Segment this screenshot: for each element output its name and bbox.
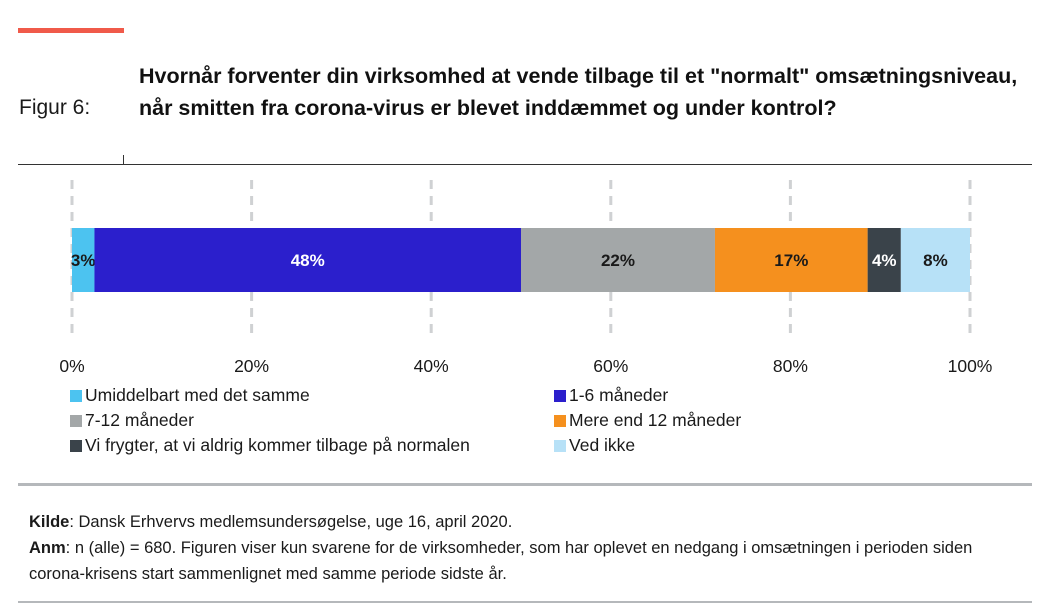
- legend-item: 7-12 måneder: [70, 410, 194, 431]
- legend-item: Umiddelbart med det samme: [70, 385, 310, 406]
- anm-note: Anm: n (alle) = 680. Figuren viser kun s…: [29, 535, 1029, 587]
- middle-divider: [18, 483, 1032, 486]
- bar-data-label: 4%: [872, 251, 897, 270]
- legend-item: Ved ikke: [554, 435, 635, 456]
- bar-segment: [714, 228, 868, 292]
- legend-label: Umiddelbart med det samme: [85, 385, 310, 405]
- legend-label: Ved ikke: [569, 435, 636, 455]
- legend-swatch: [70, 415, 82, 427]
- legend-item: Mere end 12 måneder: [554, 410, 741, 431]
- source-text: : Dansk Erhvervs medlemsundersøgelse, ug…: [69, 513, 513, 531]
- bar-data-label: 48%: [291, 251, 325, 270]
- bottom-divider: [18, 601, 1032, 603]
- figure-label: Figur 6:: [19, 96, 91, 119]
- x-tick-label: 100%: [948, 356, 993, 376]
- bar-data-label: 22%: [601, 251, 635, 270]
- anm-label: Anm: [29, 539, 66, 557]
- legend-swatch: [554, 440, 566, 452]
- bar-segment: [94, 228, 521, 292]
- legend-swatch: [554, 415, 566, 427]
- legend-item: Vi frygter, at vi aldrig kommer tilbage …: [70, 435, 470, 456]
- stacked-bar-chart: 3% 48% 22% 17% 4% 8% 0% 20% 40% 60% 80% 100%: [59, 180, 992, 376]
- legend-label: 1-6 måneder: [569, 385, 669, 405]
- bar-data-label: 17%: [774, 251, 808, 270]
- legend-label: Mere end 12 måneder: [569, 410, 742, 430]
- header-tick: [123, 155, 124, 165]
- bar-layer: 3% 48% 22% 17% 4% 8%: [71, 228, 970, 292]
- x-tick-label: 60%: [593, 356, 628, 376]
- bar-segment: [72, 228, 95, 292]
- legend-swatch: [554, 390, 566, 402]
- bar-segment: [867, 228, 901, 292]
- bar-segment: [521, 228, 715, 292]
- x-tick-label: 0%: [59, 356, 84, 376]
- x-tick-label: 20%: [234, 356, 269, 376]
- legend-label: 7-12 måneder: [85, 410, 194, 430]
- legend-swatch: [70, 390, 82, 402]
- accent-bar: [18, 28, 124, 33]
- legend-item: 1-6 måneder: [554, 385, 668, 406]
- chart-title: Hvornår forventer din virksomhed at vend…: [139, 64, 1018, 120]
- source-label: Kilde: [29, 513, 70, 531]
- x-tick-label: 40%: [414, 356, 449, 376]
- legend-swatch: [70, 440, 82, 452]
- source-note: Kilde: Dansk Erhvervs medlemsundersøgels…: [29, 509, 1029, 535]
- notes: Kilde: Dansk Erhvervs medlemsundersøgels…: [29, 509, 1029, 587]
- bar-data-label: 3%: [71, 251, 96, 270]
- x-tick-label: 80%: [773, 356, 808, 376]
- top-divider: [18, 164, 1032, 165]
- legend-label: Vi frygter, at vi aldrig kommer tilbage …: [85, 435, 470, 455]
- anm-text: : n (alle) = 680. Figuren viser kun svar…: [29, 539, 973, 583]
- tick-layer: 0% 20% 40% 60% 80% 100%: [59, 356, 992, 376]
- bar-data-label: 8%: [923, 251, 948, 270]
- bar-segment: [900, 228, 970, 292]
